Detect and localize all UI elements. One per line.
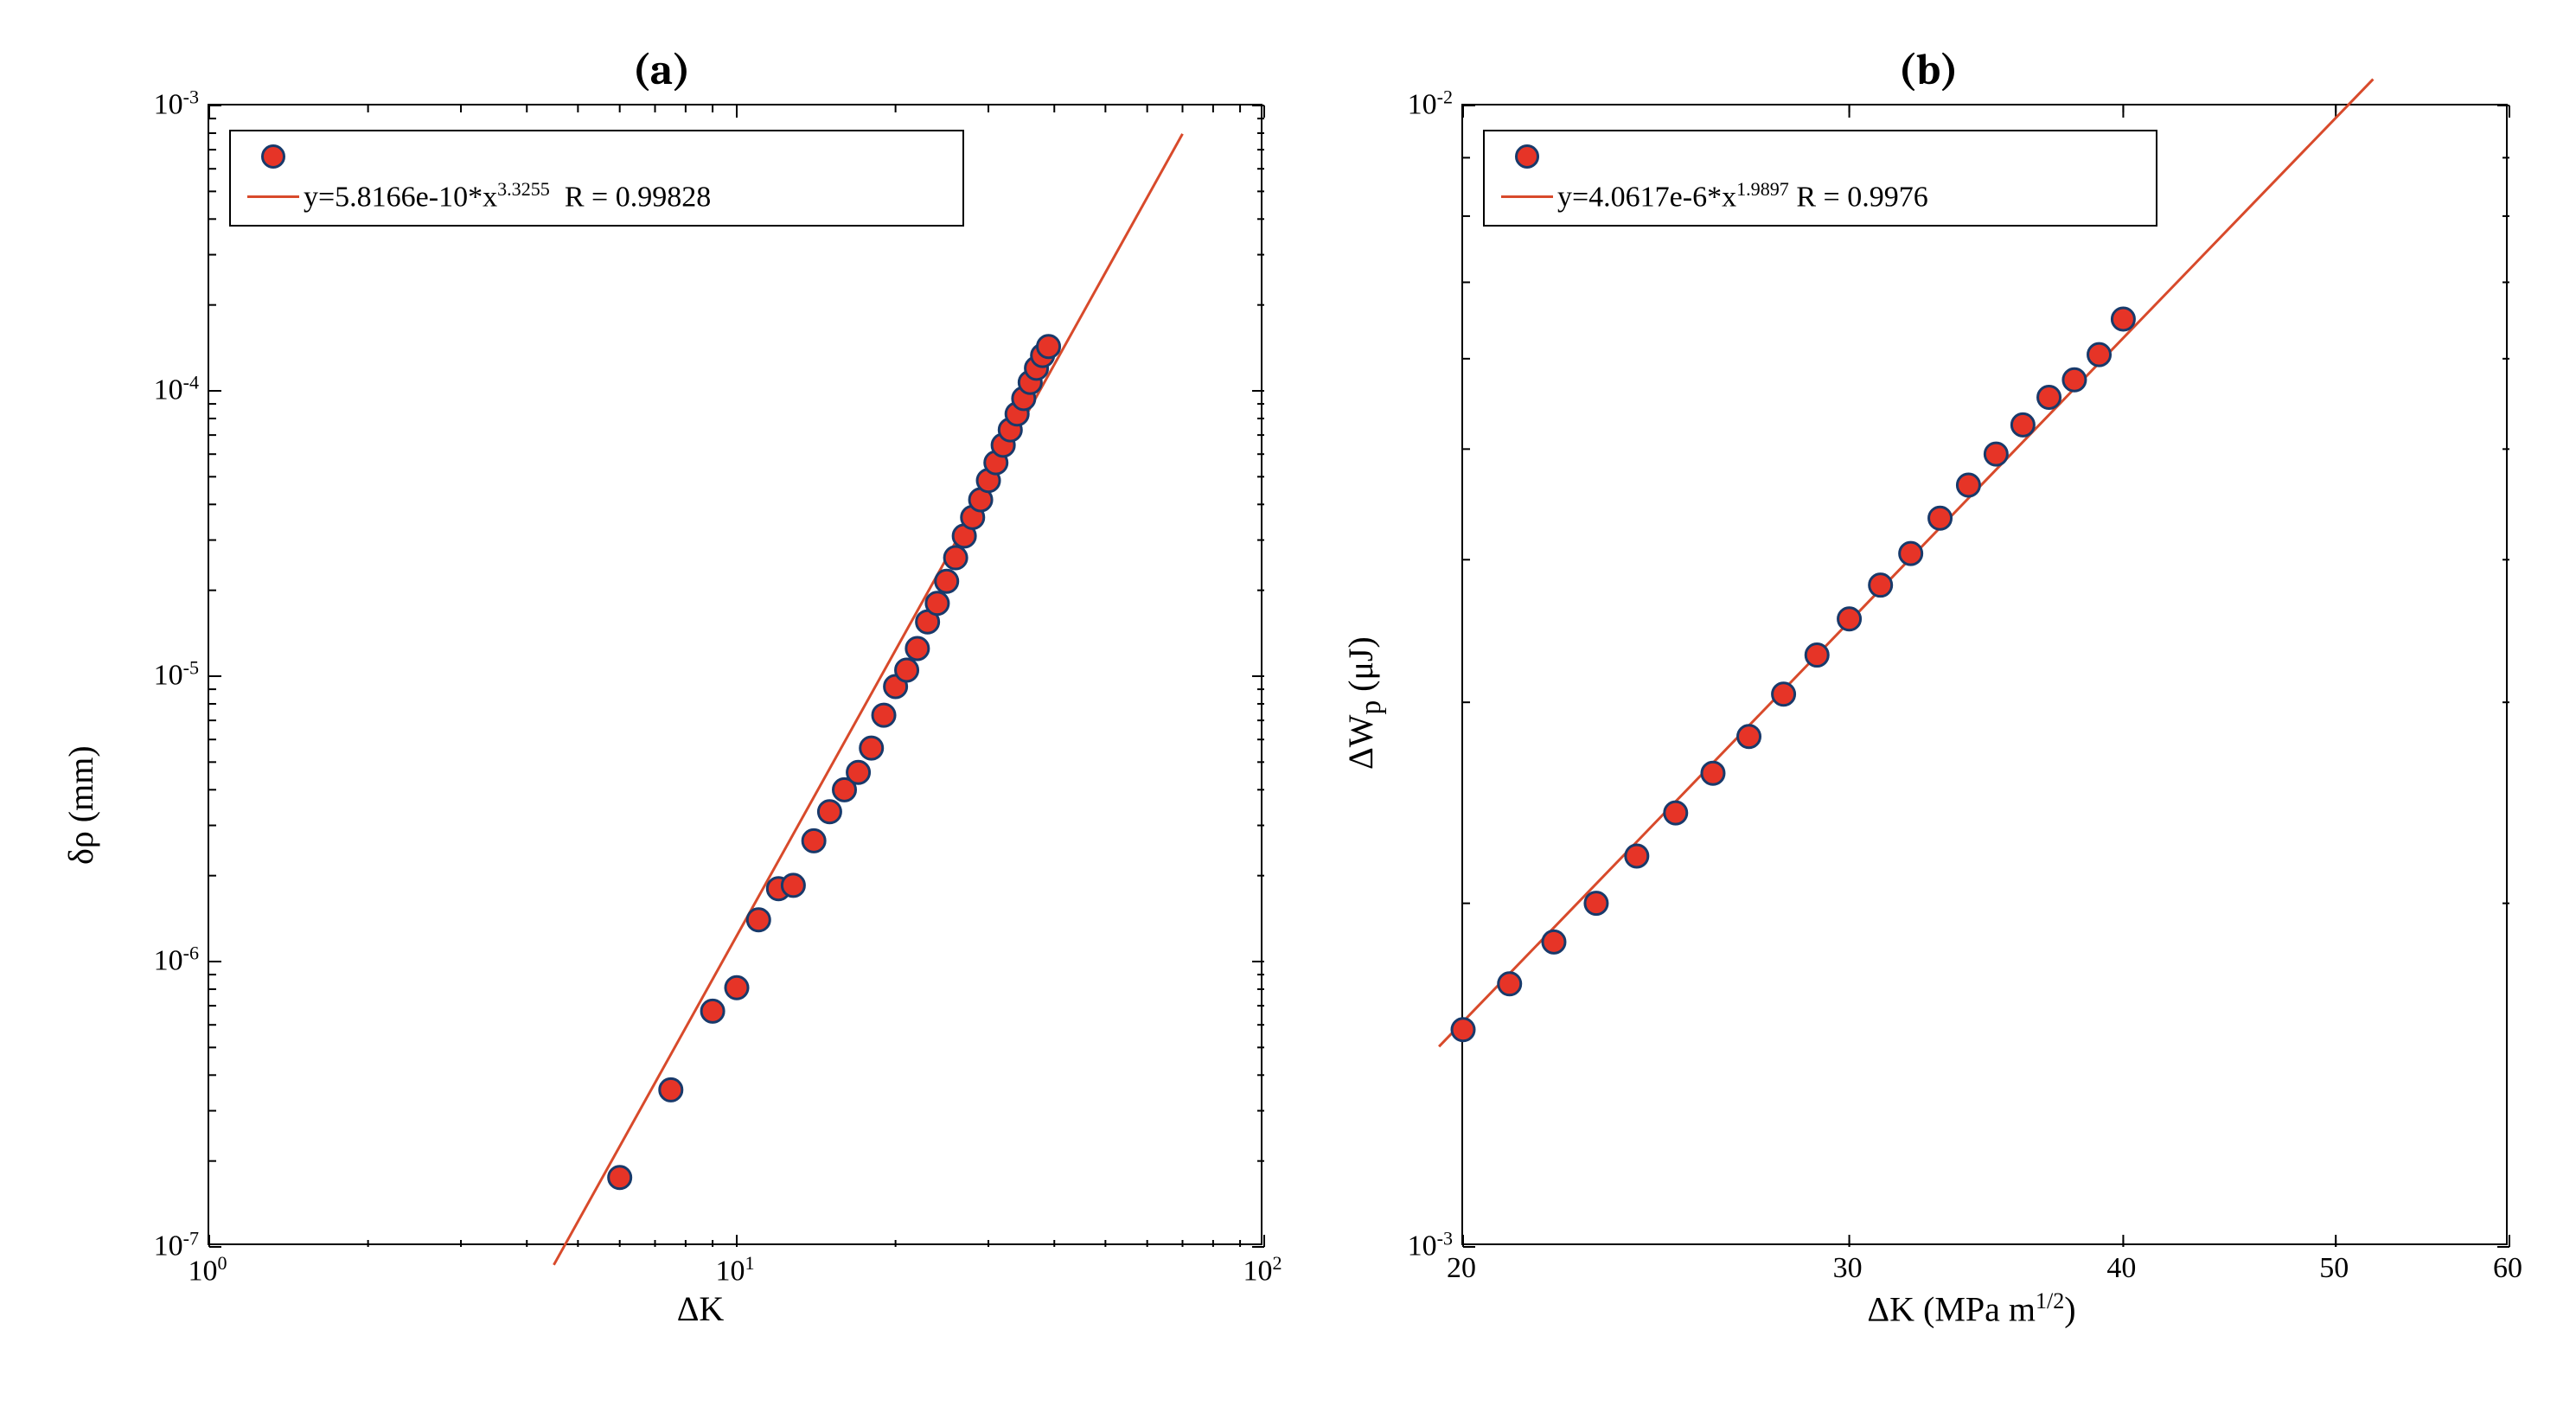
panel_b-data-point [2063, 368, 2086, 391]
panel_a-data-point [818, 801, 841, 823]
panel_a-data-point [609, 1166, 631, 1189]
panel_a-data-point [944, 546, 967, 569]
panel-b: (b) ΔWp (μJ) ΔK (MPa m1/2) y=4.0617e-6*x… [1314, 52, 2542, 1366]
panel-b-xlabel: ΔK (MPa m1/2) [1867, 1288, 2075, 1329]
panel_b-legend-row [1497, 137, 2144, 176]
panel_a-legend-row: y=5.8166e-10*x3.3255 R = 0.99828 [243, 176, 950, 216]
panel_a-data-point [860, 737, 883, 759]
panel_a-data-point [873, 704, 895, 726]
panel-a-legend: y=5.8166e-10*x3.3255 R = 0.99828 [229, 130, 964, 227]
panel_b-data-point [1626, 845, 1648, 867]
panel_b-ytick-label: 10-3 [1408, 1227, 1453, 1262]
panel-b-title: (b) [1898, 45, 1958, 95]
legend-marker-icon [1515, 144, 1539, 169]
panel_b-xtick-label: 30 [1833, 1252, 1863, 1285]
panel_a-data-point [906, 637, 929, 660]
legend-marker-icon [261, 144, 285, 169]
panel_b-data-point [1957, 474, 1979, 496]
panel_b-data-point [1870, 574, 1892, 597]
panel_b-legend-row: y=4.0617e-6*x1.9897 R = 0.9976 [1497, 176, 2144, 216]
panel_b-data-point [2038, 387, 2061, 409]
panel_b-data-point [2088, 343, 2111, 366]
panel_a-xtick-label: 101 [715, 1252, 754, 1288]
legend-text: y=4.0617e-6*x1.9897 R = 0.9976 [1557, 178, 1928, 214]
panel_a-ytick-label: 10-4 [154, 371, 199, 406]
panel_a-data-point [802, 829, 825, 852]
panel_b-data-point [1900, 542, 1922, 565]
panel_b-data-point [1543, 930, 1565, 953]
panel-a-xlabel: ΔK [677, 1288, 725, 1329]
panel_b-data-point [1585, 892, 1608, 915]
panel_a-svg [209, 105, 1264, 1247]
panel_b-data-point [1665, 802, 1687, 824]
legend-swatch [243, 144, 304, 169]
panel_b-xtick-label: 50 [2319, 1252, 2349, 1285]
panel_a-ytick-label: 10-7 [154, 1227, 199, 1262]
legend-swatch [243, 195, 304, 198]
legend-text: y=5.8166e-10*x3.3255 R = 0.99828 [304, 178, 711, 214]
panel_b-data-point [1773, 683, 1795, 706]
panel_a-ytick-label: 10-3 [154, 86, 199, 121]
legend-line-icon [247, 195, 299, 198]
panel_b-data-point [1738, 725, 1761, 748]
panel-b-plot-area [1461, 104, 2508, 1245]
panel_b-data-point [1838, 608, 1861, 630]
panel_b-data-point [1452, 1019, 1474, 1041]
panel_a-fit-line [553, 134, 1182, 1265]
panel_a-ytick-label: 10-6 [154, 942, 199, 977]
panel_b-ytick-label: 10-2 [1408, 86, 1453, 121]
panel_a-data-point [1038, 336, 1060, 358]
panel_b-data-point [1702, 762, 1724, 784]
panel_a-data-point [926, 592, 949, 615]
panel_b-data-point [2011, 413, 2034, 436]
panel_b-data-point [1929, 507, 1952, 529]
panel-b-legend: y=4.0617e-6*x1.9897 R = 0.9976 [1483, 130, 2157, 227]
panel_a-data-point [782, 874, 804, 897]
panel_a-ytick-label: 10-5 [154, 656, 199, 692]
panel_b-xtick-label: 40 [2106, 1252, 2136, 1285]
panel_a-data-point [725, 976, 748, 999]
panel_a-data-point [747, 909, 770, 931]
legend-line-icon [1501, 195, 1553, 198]
panel-a-title: (a) [632, 45, 690, 95]
panel_b-xtick-label: 60 [2493, 1252, 2522, 1285]
figure-root: (a) δρ (mm) ΔK y=5.8166e-10*x3.3255 R = … [0, 0, 2576, 1406]
panel-a-ylabel: δρ (mm) [61, 745, 101, 865]
legend-swatch [1497, 144, 1557, 169]
panel-b-ylabel: ΔWp (μJ) [1340, 636, 1388, 770]
panel_a-xtick-label: 102 [1243, 1252, 1282, 1288]
panel_a-data-point [936, 570, 958, 592]
panel_b-data-point [1985, 443, 2007, 465]
panel_b-data-point [1499, 973, 1521, 995]
panel_a-data-point [701, 1000, 724, 1022]
legend-swatch [1497, 195, 1557, 198]
panel_a-data-point [847, 761, 870, 783]
panel_a-data-point [660, 1078, 682, 1101]
panel_a-legend-row [243, 137, 950, 176]
panel_a-data-point [896, 659, 918, 681]
panel-a: (a) δρ (mm) ΔK y=5.8166e-10*x3.3255 R = … [35, 52, 1288, 1366]
panel-a-plot-area [208, 104, 1262, 1245]
panel_b-svg [1463, 105, 2509, 1247]
panel_b-data-point [1806, 644, 1828, 667]
panel_b-data-point [2112, 308, 2134, 330]
